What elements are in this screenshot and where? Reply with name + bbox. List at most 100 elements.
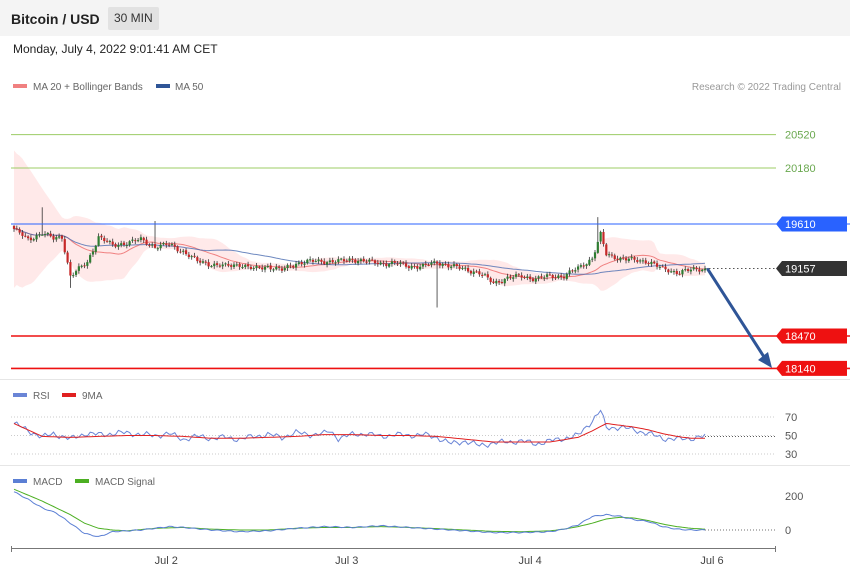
candle-body: [187, 254, 190, 258]
candle-body: [21, 232, 24, 236]
timeframe-badge[interactable]: 30 MIN: [108, 7, 159, 30]
credit-text: Research © 2022 Trading Central: [692, 82, 841, 93]
bollinger-band-area: [14, 150, 705, 291]
candle-body: [340, 258, 343, 260]
candle-body: [481, 274, 484, 276]
candle-body: [196, 257, 199, 262]
candle-body: [681, 270, 684, 275]
candle-body: [419, 266, 422, 270]
candle-body: [320, 259, 323, 262]
instrument-title: Bitcoin / USD: [11, 11, 100, 27]
candle-body: [246, 264, 250, 267]
candle-body: [300, 261, 303, 265]
candle-body: [213, 263, 216, 267]
candle-body: [534, 278, 537, 282]
candle-body: [131, 239, 134, 241]
candle-body: [199, 260, 202, 263]
candle-body: [232, 264, 236, 268]
candle-body: [430, 262, 433, 265]
ma20-line: [13, 228, 706, 280]
candle-body: [52, 235, 55, 240]
candle-body: [334, 262, 337, 264]
candle-body: [416, 266, 419, 269]
legend-macd-swatch: [13, 479, 27, 483]
candle-body: [675, 270, 678, 275]
candle-body: [83, 265, 86, 267]
candle-body: [252, 268, 255, 270]
candle-body: [407, 266, 410, 269]
candle-body: [438, 263, 441, 266]
candle-body: [32, 239, 35, 241]
candle-body: [134, 240, 137, 242]
candle-body: [551, 274, 554, 278]
level-tag-18140: [776, 360, 847, 376]
candle-body: [548, 274, 551, 276]
candle-body: [221, 264, 224, 267]
candle-body: [650, 261, 653, 265]
time-tick-label: Jul 4: [519, 555, 542, 567]
legend-ma50-swatch: [156, 84, 170, 88]
candle-body: [483, 274, 487, 276]
rsi-tick-label: 70: [785, 412, 797, 424]
candle-body: [619, 257, 622, 261]
candle-body: [486, 274, 489, 278]
candle-body: [342, 259, 346, 262]
candle-body: [523, 276, 526, 278]
candle-body: [455, 264, 458, 267]
candle-body: [526, 276, 529, 278]
candle-body: [568, 270, 571, 274]
candle-body: [557, 275, 560, 279]
candle-body: [582, 265, 585, 267]
candle-body: [348, 258, 351, 261]
candle-body: [531, 278, 535, 282]
candle-body: [653, 261, 656, 264]
candle-body: [464, 267, 467, 269]
candle-body: [647, 262, 650, 264]
candle-body: [354, 259, 357, 263]
candle-body: [678, 273, 681, 275]
candle-body: [529, 276, 532, 280]
candle-body: [605, 244, 608, 256]
candle-body: [686, 269, 690, 271]
candle-body: [58, 236, 61, 238]
legend-rsi-label: RSI: [33, 391, 50, 402]
candle-body: [466, 267, 470, 272]
candle-body: [356, 261, 360, 264]
candle-body: [424, 263, 427, 265]
projection-arrowhead: [758, 352, 772, 368]
candle-body: [599, 231, 602, 242]
legend-macd-label: MACD: [33, 477, 62, 488]
candle-body: [173, 244, 176, 247]
candle-body: [368, 259, 371, 262]
candle-body: [55, 237, 58, 240]
candle-body: [255, 265, 258, 268]
candle-body: [331, 260, 334, 263]
candle-body: [165, 243, 168, 245]
candle-body: [103, 237, 106, 242]
candle-body: [108, 241, 111, 243]
candle-body: [509, 276, 512, 279]
level-label-18140: 18140: [785, 363, 816, 375]
macd-tick-label: 0: [785, 525, 791, 537]
candle-body: [672, 271, 676, 273]
candle-body: [475, 271, 478, 273]
candle-body: [562, 276, 566, 279]
candle-body: [543, 277, 546, 279]
price-panel: 20520 20180 19610 19157 18470 18140: [11, 130, 850, 376]
candle-body: [435, 261, 439, 264]
candle-body: [323, 261, 326, 265]
candle-body: [263, 266, 267, 270]
candle-body: [410, 265, 413, 269]
candle-body: [148, 244, 151, 246]
time-axis: Jul 2 Jul 3 Jul 4 Jul 6: [11, 546, 776, 567]
candle-body: [49, 233, 52, 237]
candle-body: [97, 236, 100, 246]
candle-body: [447, 264, 450, 268]
candle-body: [658, 266, 661, 268]
legend-9ma-swatch: [62, 393, 76, 397]
candle-body: [695, 267, 698, 270]
candle-body: [294, 263, 298, 268]
candle-body: [433, 261, 436, 263]
level-label-20180: 20180: [785, 163, 816, 175]
